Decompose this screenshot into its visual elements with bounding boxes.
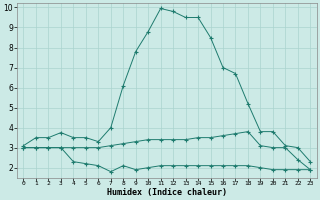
X-axis label: Humidex (Indice chaleur): Humidex (Indice chaleur): [107, 188, 227, 197]
